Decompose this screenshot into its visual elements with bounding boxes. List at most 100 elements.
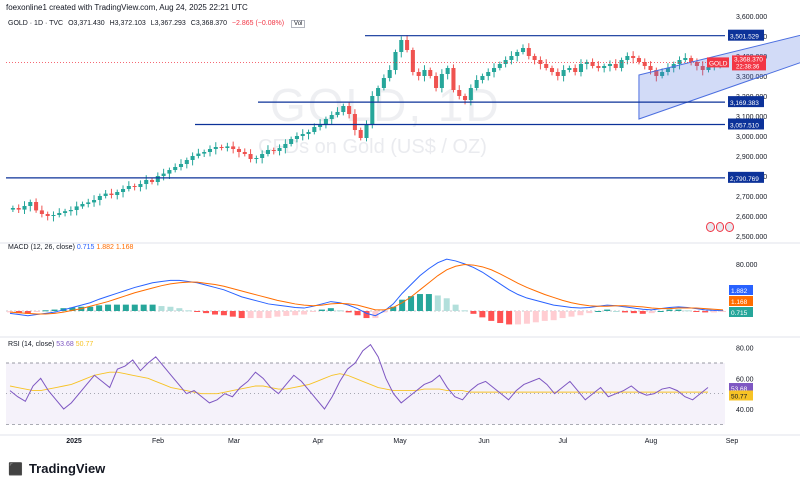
high-value: H3,372.103 bbox=[109, 20, 146, 27]
candle bbox=[347, 106, 352, 114]
macd-histogram-bar bbox=[693, 311, 700, 312]
flag-icon[interactable] bbox=[725, 222, 735, 232]
flag-icon[interactable] bbox=[706, 222, 715, 232]
price-axis-tick: 3,000.000 bbox=[736, 134, 767, 141]
candle bbox=[161, 173, 166, 176]
candle bbox=[694, 62, 699, 66]
macd-histogram-bar bbox=[310, 311, 317, 312]
price-axis-tick: 2,500.000 bbox=[736, 234, 767, 241]
macd-histogram-bar bbox=[24, 311, 31, 314]
macd-histogram-bar bbox=[488, 311, 495, 321]
rsi-value: 53.68 bbox=[56, 341, 74, 348]
symbol-tag-box bbox=[707, 57, 729, 68]
candle bbox=[660, 72, 665, 76]
candle bbox=[526, 48, 531, 56]
macd-histogram-bar bbox=[577, 311, 584, 316]
candle bbox=[265, 150, 270, 154]
level-label: 3,169.383 bbox=[730, 100, 759, 107]
symbol-info: GOLD · 1D · TVC O3,371.430 H3,372.103 L3… bbox=[8, 20, 308, 28]
macd-histogram-bar bbox=[595, 311, 602, 312]
candle bbox=[271, 150, 276, 151]
candle bbox=[97, 196, 102, 200]
candle bbox=[173, 167, 178, 170]
macd-histogram-bar bbox=[372, 311, 379, 319]
macd-histogram-bar bbox=[461, 310, 468, 312]
candle bbox=[74, 206, 79, 210]
open-value: O3,371.430 bbox=[68, 20, 105, 27]
candle bbox=[567, 68, 572, 70]
candle bbox=[451, 68, 456, 90]
candle bbox=[555, 72, 560, 76]
candle bbox=[109, 193, 114, 195]
candle bbox=[213, 147, 218, 149]
macd-histogram-bar bbox=[318, 309, 325, 311]
candle bbox=[549, 68, 555, 72]
candle bbox=[10, 208, 15, 210]
macd-histogram-bar bbox=[639, 311, 646, 314]
candle bbox=[68, 210, 73, 212]
macd-histogram-bar bbox=[568, 311, 575, 317]
rsi-ma-value-label: 50.77 bbox=[731, 393, 748, 400]
macd-histogram-bar bbox=[158, 306, 165, 311]
time-axis-tick: Apr bbox=[313, 438, 325, 445]
brand-name: TradingView bbox=[28, 461, 106, 476]
time-axis-tick: Mar bbox=[228, 438, 241, 445]
candle bbox=[57, 213, 62, 215]
macd-histogram-bar bbox=[327, 308, 334, 311]
candle bbox=[376, 88, 381, 96]
macd-histogram-bar bbox=[425, 294, 432, 311]
macd-histogram-bar bbox=[283, 311, 290, 316]
candle bbox=[28, 202, 33, 206]
macd-histogram-bar bbox=[122, 304, 129, 311]
candle bbox=[677, 60, 682, 64]
candle bbox=[149, 180, 155, 182]
candle bbox=[318, 124, 323, 127]
macd-legend: MACD (12, 26, close) 0.715 1.882 1.168 bbox=[8, 244, 133, 251]
candle bbox=[561, 70, 566, 76]
macd-histogram-bar bbox=[657, 311, 664, 312]
candle bbox=[178, 164, 184, 167]
candle bbox=[155, 176, 160, 182]
candle bbox=[190, 156, 195, 160]
macd-histogram-bar bbox=[140, 304, 147, 311]
macd-histogram-bar bbox=[363, 311, 370, 319]
candle bbox=[289, 139, 294, 144]
macd-value: 0.715 bbox=[76, 244, 95, 251]
candle bbox=[242, 152, 247, 154]
candle bbox=[167, 170, 172, 174]
symbol-name[interactable]: GOLD · 1D · TVC bbox=[8, 20, 64, 27]
macd-histogram-bar bbox=[274, 311, 281, 317]
candle bbox=[700, 66, 705, 70]
candle bbox=[683, 58, 688, 60]
events-flags[interactable] bbox=[706, 222, 735, 234]
candle bbox=[393, 52, 398, 70]
macd-signal-line bbox=[9, 263, 724, 315]
candle bbox=[631, 56, 636, 58]
candle bbox=[306, 132, 311, 134]
volume-toggle[interactable]: Vol bbox=[291, 20, 306, 28]
candle bbox=[654, 70, 659, 76]
candle bbox=[428, 70, 433, 76]
candle bbox=[706, 67, 711, 70]
rsi-line bbox=[9, 343, 709, 410]
flag-icon[interactable] bbox=[715, 222, 725, 232]
candle bbox=[126, 186, 131, 189]
close-value: C3,368.370 bbox=[190, 20, 227, 27]
macd-histogram-bar bbox=[176, 308, 183, 311]
candle bbox=[381, 78, 386, 88]
macd-histogram-bar bbox=[515, 311, 522, 325]
candle bbox=[63, 211, 68, 213]
macd-histogram-bar bbox=[292, 311, 299, 316]
candle bbox=[121, 189, 126, 192]
macd-value-label: 1.168 bbox=[731, 299, 748, 306]
macd-signal-value: 1.882 bbox=[96, 244, 114, 251]
candle bbox=[138, 184, 143, 187]
candle bbox=[532, 56, 537, 60]
candle bbox=[16, 208, 21, 210]
macd-histogram-bar bbox=[113, 304, 120, 311]
macd-histogram-bar bbox=[702, 311, 709, 313]
macd-histogram-bar bbox=[586, 311, 593, 314]
candle bbox=[335, 112, 340, 115]
candle bbox=[584, 62, 589, 64]
